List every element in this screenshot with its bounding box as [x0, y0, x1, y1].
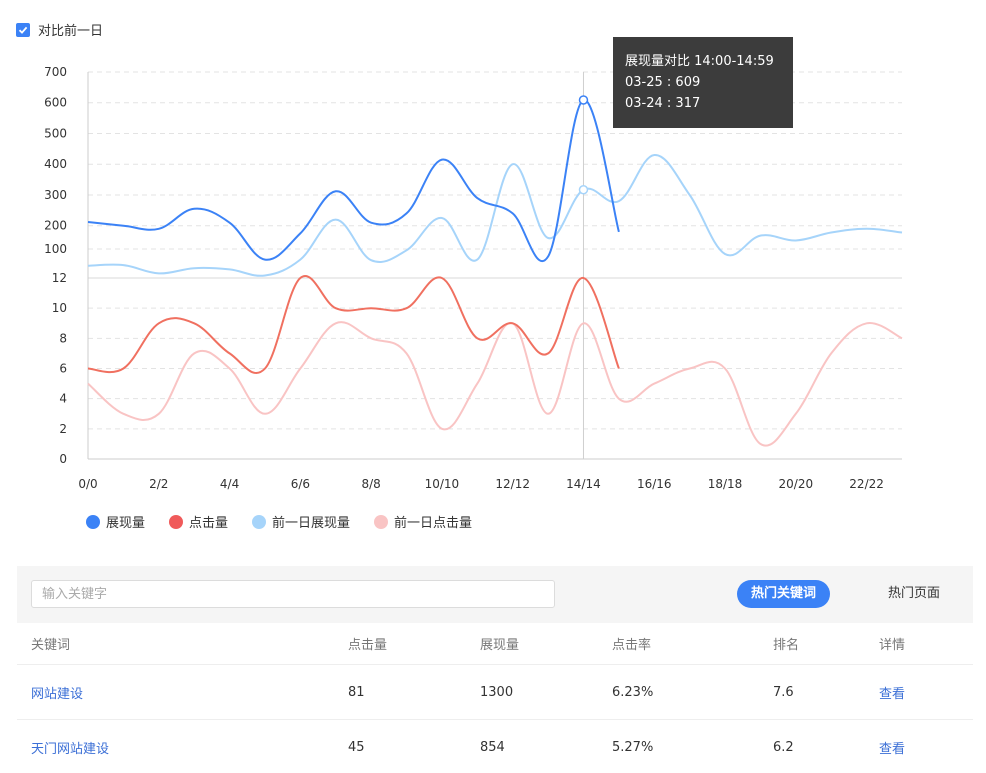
- series-line-prev-clicks: [87, 321, 903, 447]
- legend-label: 前一日展现量: [272, 516, 351, 531]
- y-tick-label: 12: [52, 271, 67, 285]
- x-tick-label: 10/10: [425, 477, 460, 491]
- legend-item-prev-clicks[interactable]: 前一日点击量: [374, 512, 472, 531]
- y-tick-label: 400: [44, 157, 67, 171]
- keyword-link[interactable]: 网站建设: [31, 686, 84, 702]
- line-chart: 100 200 300 400 500 600 700 0 2 4 6 8 10 12 0/0 2/2 4/4 6…: [44, 65, 903, 491]
- x-tick-label: 4/4: [220, 477, 239, 491]
- ctr-cell: 6.23%: [612, 684, 654, 700]
- legend-item-impressions[interactable]: 展现量: [86, 512, 145, 531]
- y-tick-label: 10: [52, 301, 67, 315]
- series-line-clicks: [87, 274, 620, 375]
- column-header-clicks[interactable]: 点击量: [348, 638, 388, 653]
- impressions-cell: 1300: [480, 684, 514, 700]
- x-tick-label: 14/14: [566, 477, 601, 491]
- column-header-impressions[interactable]: 展现量: [480, 638, 520, 653]
- series-line-impressions: [87, 98, 620, 262]
- column-header-detail: 详情: [879, 638, 906, 653]
- x-tick-label: 12/12: [495, 477, 530, 491]
- checkbox-checked-icon[interactable]: [16, 22, 30, 37]
- x-tick-label: 2/2: [149, 477, 168, 491]
- view-detail-link[interactable]: 查看: [879, 741, 906, 757]
- impressions-cell: 854: [480, 739, 505, 755]
- series-line-prev-impressions: [87, 154, 903, 277]
- hover-point-prev-impressions: [578, 185, 589, 195]
- x-tick-label: 16/16: [637, 477, 672, 491]
- view-detail-link[interactable]: 查看: [879, 686, 906, 702]
- clicks-cell: 45: [348, 739, 365, 755]
- ctr-cell: 5.27%: [612, 739, 654, 755]
- clicks-cell: 81: [348, 684, 365, 700]
- y-tick-label: 500: [44, 126, 67, 140]
- y-tick-label: 8: [59, 331, 67, 345]
- table-header-row: 关键词 点击量 展现量 点击率 排名 详情: [17, 623, 973, 665]
- column-header-ctr[interactable]: 点击率: [612, 638, 652, 653]
- x-tick-label: 6/6: [291, 477, 310, 491]
- x-tick-label: 20/20: [779, 477, 814, 491]
- legend-dot-icon: [374, 514, 389, 529]
- tab-hot-keywords[interactable]: 热门关键词: [737, 580, 831, 608]
- x-tick-label: 18/18: [708, 477, 743, 491]
- rank-cell: 7.6: [773, 684, 794, 700]
- legend-dot-icon: [252, 514, 267, 529]
- column-header-keyword[interactable]: 关键词: [31, 638, 71, 653]
- y-tick-label: 2: [59, 422, 67, 436]
- compare-toggle-label: 对比前一日: [38, 24, 104, 39]
- legend-item-prev-impressions[interactable]: 前一日展现量: [252, 512, 350, 531]
- y-tick-label: 6: [59, 362, 67, 376]
- y-tick-label: 600: [44, 96, 67, 110]
- hover-point-impressions: [578, 95, 589, 105]
- x-tick-label: 22/22: [849, 477, 884, 491]
- legend-item-clicks[interactable]: 点击量: [169, 512, 228, 531]
- compare-toggle[interactable]: 对比前一日: [16, 20, 103, 39]
- tab-hot-pages[interactable]: 热门页面: [888, 586, 941, 601]
- legend-label: 展现量: [106, 516, 146, 531]
- y-tick-label: 200: [44, 219, 67, 233]
- legend-dot-icon: [169, 514, 184, 529]
- keyword-link[interactable]: 天门网站建设: [31, 741, 110, 757]
- x-tick-label: 8/8: [361, 477, 380, 491]
- legend-dot-icon: [86, 514, 100, 529]
- tooltip-line-previous: 03-24 : 317: [625, 96, 701, 111]
- rank-cell: 6.2: [773, 739, 794, 755]
- chart-legend: 展现量 点击量 前一日展现量 前一日点击量: [86, 512, 496, 531]
- tooltip-line-current: 03-25 : 609: [625, 75, 701, 90]
- y-tick-label: 700: [44, 65, 67, 79]
- y-tick-label: 4: [59, 392, 67, 406]
- y-tick-label: 300: [44, 188, 67, 202]
- table-row: 网站建设 81 1300 6.23% 7.6 查看: [17, 665, 973, 720]
- keyword-panel-toolbar: 热门关键词 热门页面: [17, 566, 973, 623]
- chart-tooltip: 展现量对比 14:00-14:59 03-25 : 609 03-24 : 31…: [613, 37, 793, 128]
- y-tick-label: 0: [59, 452, 67, 466]
- keyword-search-input[interactable]: [31, 580, 555, 608]
- keyword-table: 关键词 点击量 展现量 点击率 排名 详情 网站建设 81 1300 6.23%…: [17, 623, 973, 773]
- tooltip-title: 展现量对比 14:00-14:59: [625, 54, 774, 69]
- legend-label: 点击量: [189, 516, 229, 531]
- x-tick-label: 0/0: [78, 477, 97, 491]
- legend-label: 前一日点击量: [394, 516, 473, 531]
- table-row: 天门网站建设 45 854 5.27% 6.2 查看: [17, 720, 973, 773]
- y-tick-label: 100: [44, 242, 67, 256]
- column-header-rank[interactable]: 排名: [773, 638, 800, 653]
